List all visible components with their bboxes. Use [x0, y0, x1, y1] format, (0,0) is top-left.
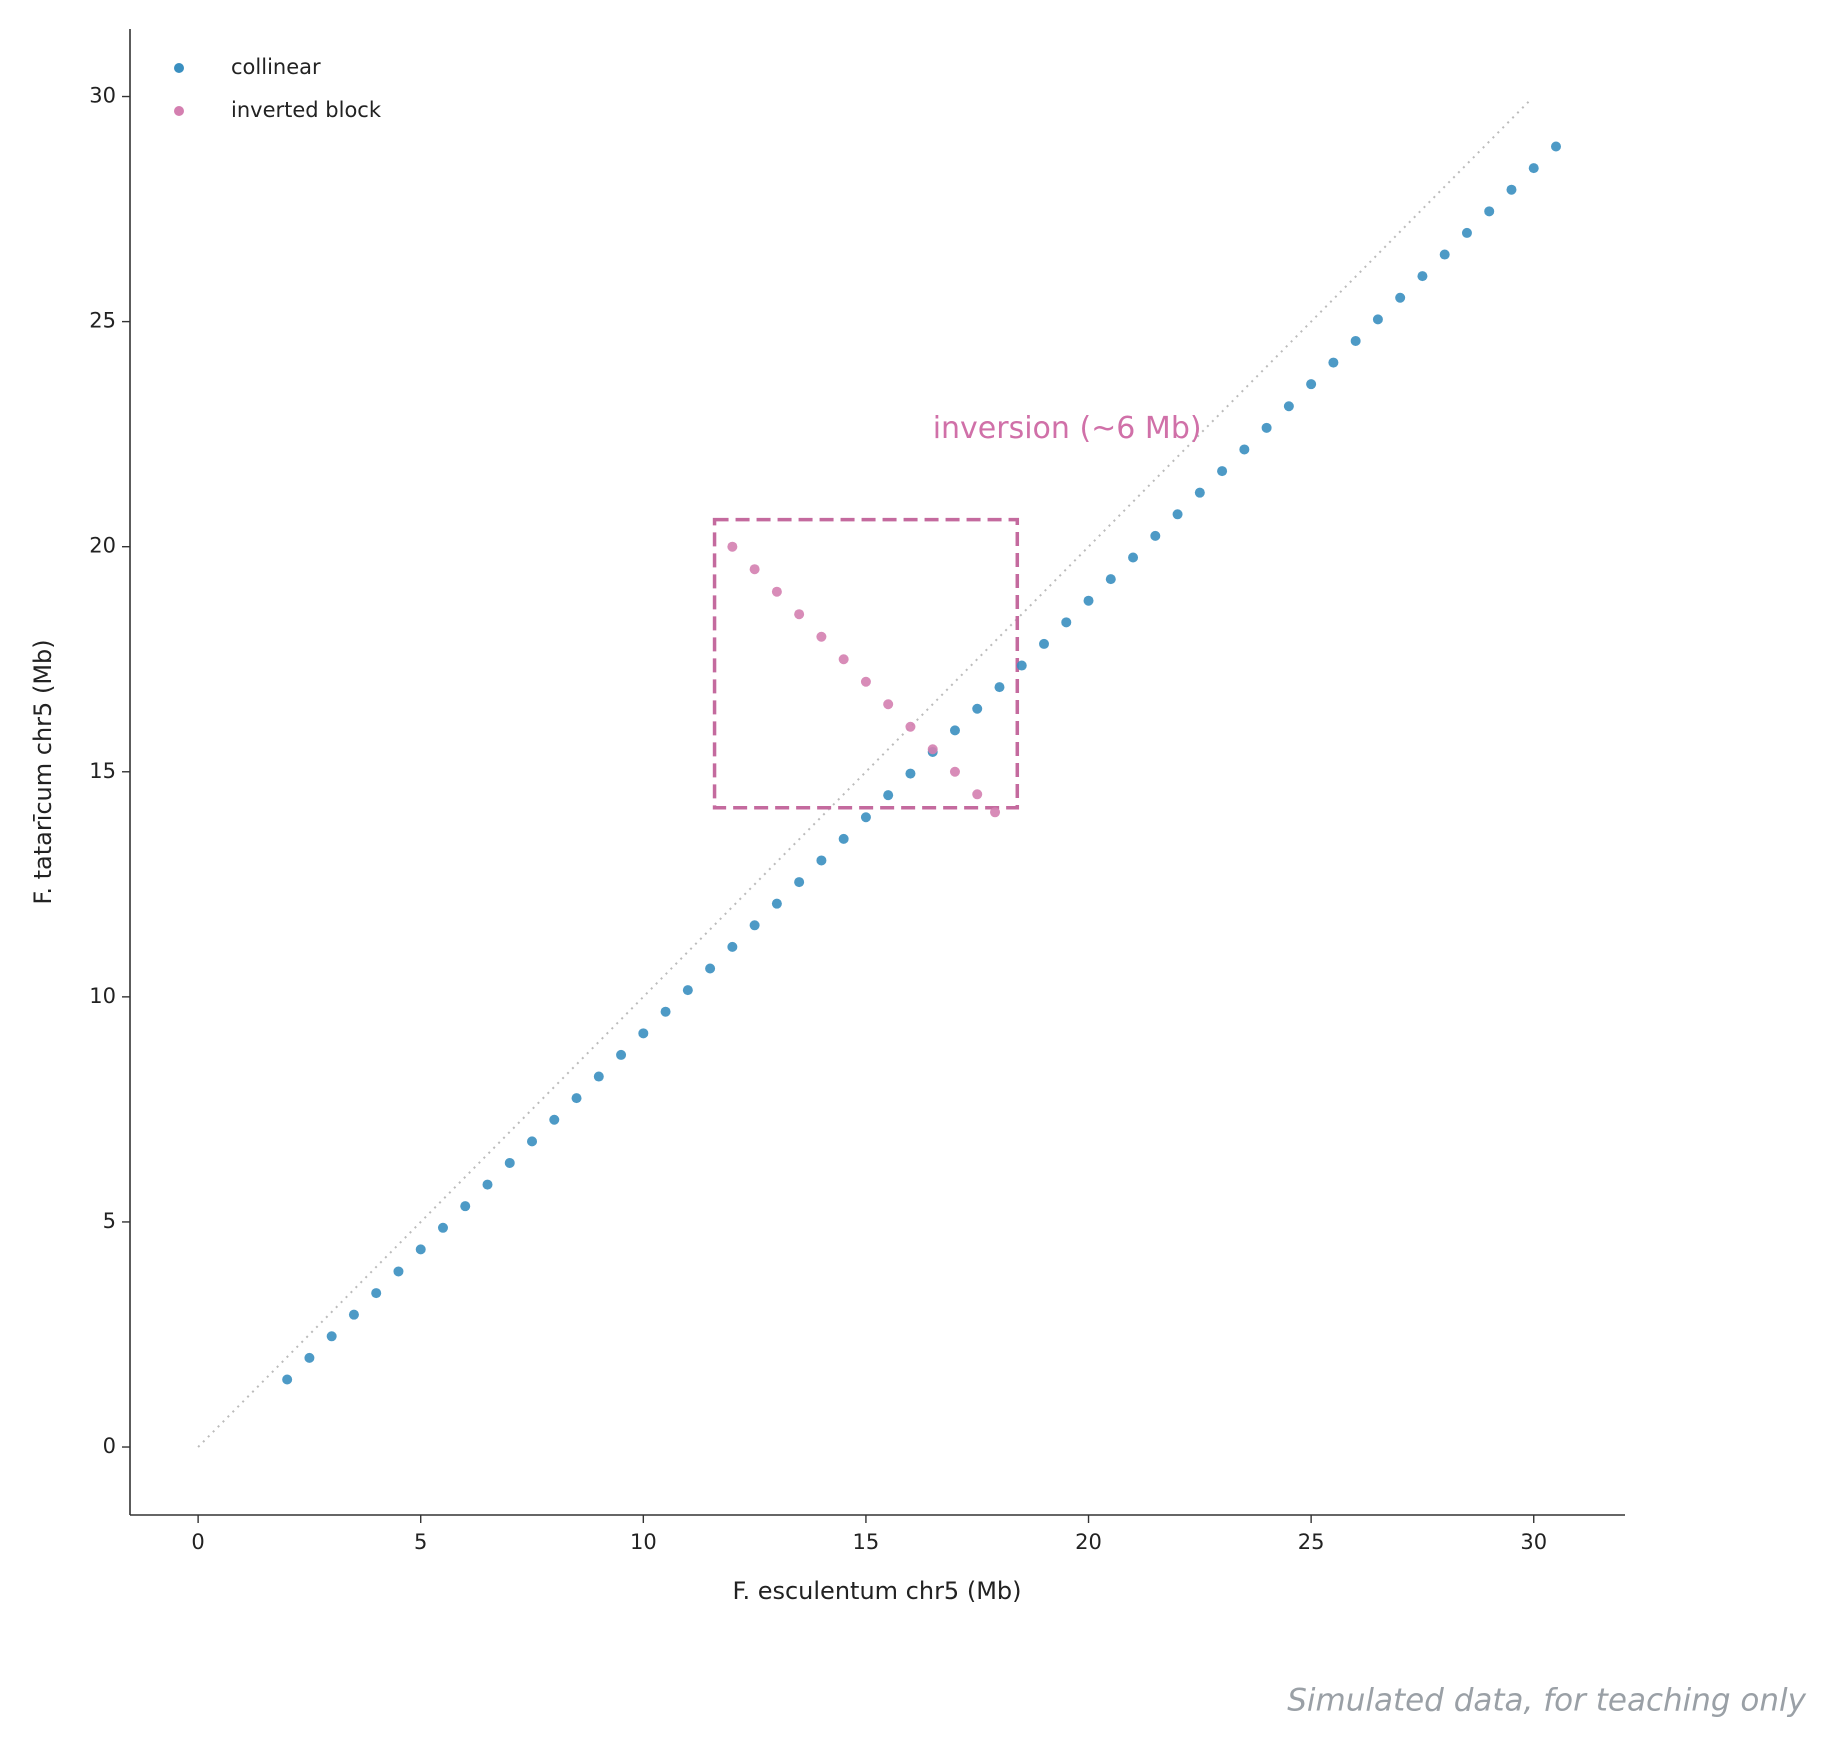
- data-point: [1105, 574, 1116, 585]
- data-point: [1550, 141, 1561, 152]
- data-point: [727, 541, 738, 552]
- y-tick-label: 20: [89, 534, 116, 558]
- data-point: [727, 941, 738, 952]
- data-point: [1506, 184, 1517, 195]
- data-point: [304, 1352, 315, 1363]
- data-point: [990, 807, 1001, 818]
- data-point: [1061, 617, 1072, 628]
- y-tick-label: 0: [103, 1434, 116, 1458]
- data-point: [571, 1093, 582, 1104]
- reference-line: [197, 100, 1530, 1448]
- data-point: [794, 609, 805, 620]
- data-point: [860, 676, 871, 687]
- y-tick-label: 25: [89, 309, 116, 333]
- highlight-box: [712, 517, 1020, 810]
- data-point: [415, 1244, 426, 1255]
- data-point: [883, 699, 894, 710]
- data-point: [749, 920, 760, 931]
- data-point: [838, 833, 849, 844]
- data-point: [1039, 638, 1050, 649]
- data-point: [794, 877, 805, 888]
- x-tick-label: 25: [1298, 1530, 1325, 1554]
- annotation: inversion (~6 Mb): [933, 411, 1202, 446]
- legend-label: collinear: [231, 55, 321, 79]
- data-point: [1306, 379, 1317, 390]
- x-tick-label: 0: [191, 1530, 204, 1554]
- data-point: [905, 721, 916, 732]
- data-point: [771, 898, 782, 909]
- data-point: [1128, 552, 1139, 563]
- legend-marker: [174, 106, 184, 116]
- legend-label: inverted block: [231, 98, 382, 122]
- data-point: [1261, 422, 1272, 433]
- data-point: [1328, 357, 1339, 368]
- data-point: [1372, 314, 1383, 325]
- x-tick-label: 5: [414, 1530, 427, 1554]
- data-point: [1194, 487, 1205, 498]
- data-point: [549, 1114, 560, 1125]
- data-point: [749, 564, 760, 575]
- x-tick-label: 15: [853, 1530, 880, 1554]
- footnote: Simulated data, for teaching only: [1287, 1683, 1806, 1719]
- x-tick-label: 10: [630, 1530, 657, 1554]
- data-point: [1439, 249, 1450, 260]
- legend-marker: [174, 63, 184, 73]
- data-point: [1083, 595, 1094, 606]
- data-point: [972, 703, 983, 714]
- data-point: [326, 1331, 337, 1342]
- data-point: [905, 768, 916, 779]
- data-point: [838, 654, 849, 665]
- data-point: [348, 1309, 359, 1320]
- data-point: [771, 586, 782, 597]
- data-point: [1484, 206, 1495, 217]
- y-tick-label: 15: [89, 759, 116, 783]
- data-point: [1395, 292, 1406, 303]
- data-point: [527, 1136, 538, 1147]
- y-axis-label: F. tatarīcum chr5 (Mb): [29, 639, 57, 904]
- data-point: [1217, 466, 1228, 477]
- data-point: [1150, 530, 1161, 541]
- data-point: [593, 1071, 604, 1082]
- data-point: [1417, 271, 1428, 282]
- data-point: [638, 1028, 649, 1039]
- data-point: [949, 725, 960, 736]
- data-point: [682, 985, 693, 996]
- data-point: [460, 1201, 471, 1212]
- y-tick-label: 30: [89, 84, 116, 108]
- data-point: [949, 766, 960, 777]
- data-point: [1016, 660, 1027, 671]
- data-point: [371, 1288, 382, 1299]
- data-point: [1239, 444, 1250, 455]
- data-point: [282, 1374, 293, 1385]
- data-point: [482, 1179, 493, 1190]
- data-point: [1350, 335, 1361, 346]
- data-point: [994, 682, 1005, 693]
- data-point: [660, 1006, 671, 1017]
- data-point: [437, 1222, 448, 1233]
- data-point: [616, 1049, 627, 1060]
- x-tick-label: 30: [1520, 1530, 1547, 1554]
- y-tick-label: 10: [89, 984, 116, 1008]
- data-point: [816, 631, 827, 642]
- data-point: [1461, 227, 1472, 238]
- data-point: [393, 1266, 404, 1277]
- y-tick-label: 5: [103, 1209, 116, 1233]
- data-point: [1283, 401, 1294, 412]
- x-axis-label: F. esculentum chr5 (Mb): [733, 1577, 1022, 1605]
- data-point: [504, 1157, 515, 1168]
- data-point: [860, 812, 871, 823]
- data-point: [1528, 163, 1539, 174]
- data-point: [816, 855, 827, 866]
- x-tick-label: 20: [1075, 1530, 1102, 1554]
- data-point: [927, 744, 938, 755]
- data-point: [1172, 509, 1183, 520]
- data-point: [972, 789, 983, 800]
- data-point: [705, 963, 716, 974]
- data-point: [883, 790, 894, 801]
